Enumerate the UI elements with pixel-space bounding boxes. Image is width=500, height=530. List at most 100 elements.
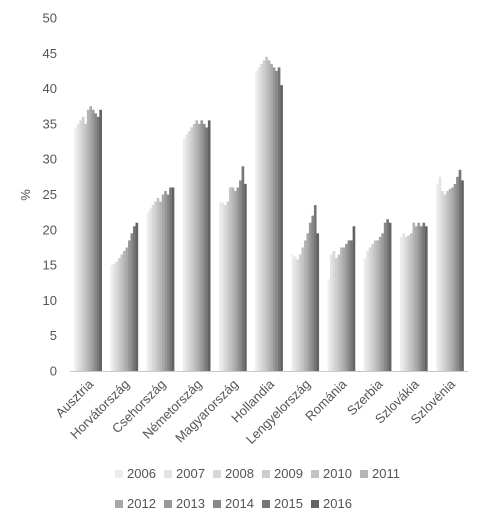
- bar: [231, 187, 235, 371]
- legend-swatch: [115, 470, 123, 478]
- bar: [296, 259, 300, 371]
- bar: [161, 194, 165, 371]
- bar: [229, 187, 232, 371]
- bar: [91, 109, 95, 371]
- bar: [166, 194, 170, 371]
- x-axis: AusztriaHorvátországCsehországNémetorszá…: [52, 371, 468, 447]
- bar: [128, 240, 131, 371]
- bar: [118, 258, 121, 371]
- bar: [164, 190, 167, 371]
- bar: [169, 187, 172, 371]
- legend-swatch: [311, 500, 319, 508]
- legend-label: 2013: [176, 496, 205, 511]
- legend-swatch: [360, 470, 368, 478]
- bar: [332, 250, 336, 371]
- bar: [79, 120, 82, 372]
- bar: [74, 127, 77, 372]
- legend-label: 2016: [323, 496, 352, 511]
- legend-label: 2014: [225, 496, 254, 511]
- bar: [280, 85, 283, 371]
- bar: [244, 183, 247, 371]
- bar: [94, 113, 97, 371]
- bars: [74, 56, 464, 372]
- bar: [443, 194, 447, 371]
- bar: [340, 247, 343, 371]
- bar: [260, 63, 263, 371]
- bar: [345, 243, 348, 371]
- bar: [456, 176, 459, 371]
- bar: [368, 247, 372, 371]
- y-tick-label: 50: [43, 11, 57, 26]
- bar: [185, 134, 189, 371]
- bar: [221, 202, 225, 371]
- legend-swatch: [311, 470, 319, 478]
- bar: [200, 120, 204, 372]
- y-tick-label: 0: [50, 364, 57, 379]
- bar: [125, 247, 129, 371]
- bar: [412, 222, 416, 371]
- bar: [381, 233, 384, 371]
- bar: [303, 240, 307, 371]
- legend-swatch: [213, 500, 221, 508]
- bar: [407, 235, 411, 371]
- bar: [236, 187, 240, 371]
- bar: [113, 263, 116, 371]
- y-axis-label: %: [18, 189, 33, 201]
- bar: [219, 201, 222, 371]
- bar: [327, 279, 331, 371]
- bar: [293, 256, 297, 371]
- bar: [330, 254, 333, 371]
- bar: [154, 201, 157, 371]
- bar: [207, 120, 211, 372]
- legend-label: 2015: [274, 496, 303, 511]
- legend-label: 2012: [127, 496, 156, 511]
- bar: [270, 63, 273, 371]
- bar: [388, 222, 392, 371]
- bar: [205, 127, 209, 372]
- y-tick-label: 45: [43, 46, 57, 61]
- bar: [265, 56, 268, 371]
- bar: [187, 130, 191, 371]
- bar: [96, 116, 100, 371]
- bar: [378, 236, 382, 371]
- bar: [383, 222, 387, 371]
- bar: [373, 240, 377, 371]
- bar: [301, 247, 305, 371]
- bar: [262, 60, 266, 372]
- bar: [123, 250, 126, 371]
- bar: [76, 123, 80, 372]
- bar: [171, 187, 175, 371]
- bar: [441, 190, 444, 371]
- bar: [110, 265, 114, 371]
- bar: [453, 183, 457, 371]
- legend-swatch: [213, 470, 221, 478]
- bar: [417, 222, 421, 371]
- legend-swatch: [164, 470, 172, 478]
- bar: [226, 201, 230, 371]
- legend-swatch: [262, 470, 270, 478]
- bar: [402, 233, 406, 371]
- bar: [347, 240, 351, 371]
- legend-label: 2006: [127, 466, 156, 481]
- bar: [458, 169, 462, 371]
- bar: [195, 120, 199, 372]
- bar: [255, 70, 258, 371]
- bar: [120, 254, 124, 371]
- y-tick-label: 30: [43, 152, 57, 167]
- bar: [239, 180, 242, 371]
- legend-swatch: [262, 500, 270, 508]
- bar: [267, 60, 271, 372]
- bar: [419, 226, 423, 371]
- bar: [151, 205, 155, 371]
- bar: [130, 233, 134, 371]
- bar: [133, 226, 136, 371]
- legend-label: 2008: [225, 466, 254, 481]
- y-tick-label: 40: [43, 81, 57, 96]
- bar: [115, 261, 119, 371]
- bar: [298, 254, 302, 371]
- bar: [424, 226, 428, 371]
- bar: [422, 222, 426, 371]
- bar: [275, 70, 278, 371]
- bar: [192, 123, 196, 372]
- bar: [99, 109, 102, 371]
